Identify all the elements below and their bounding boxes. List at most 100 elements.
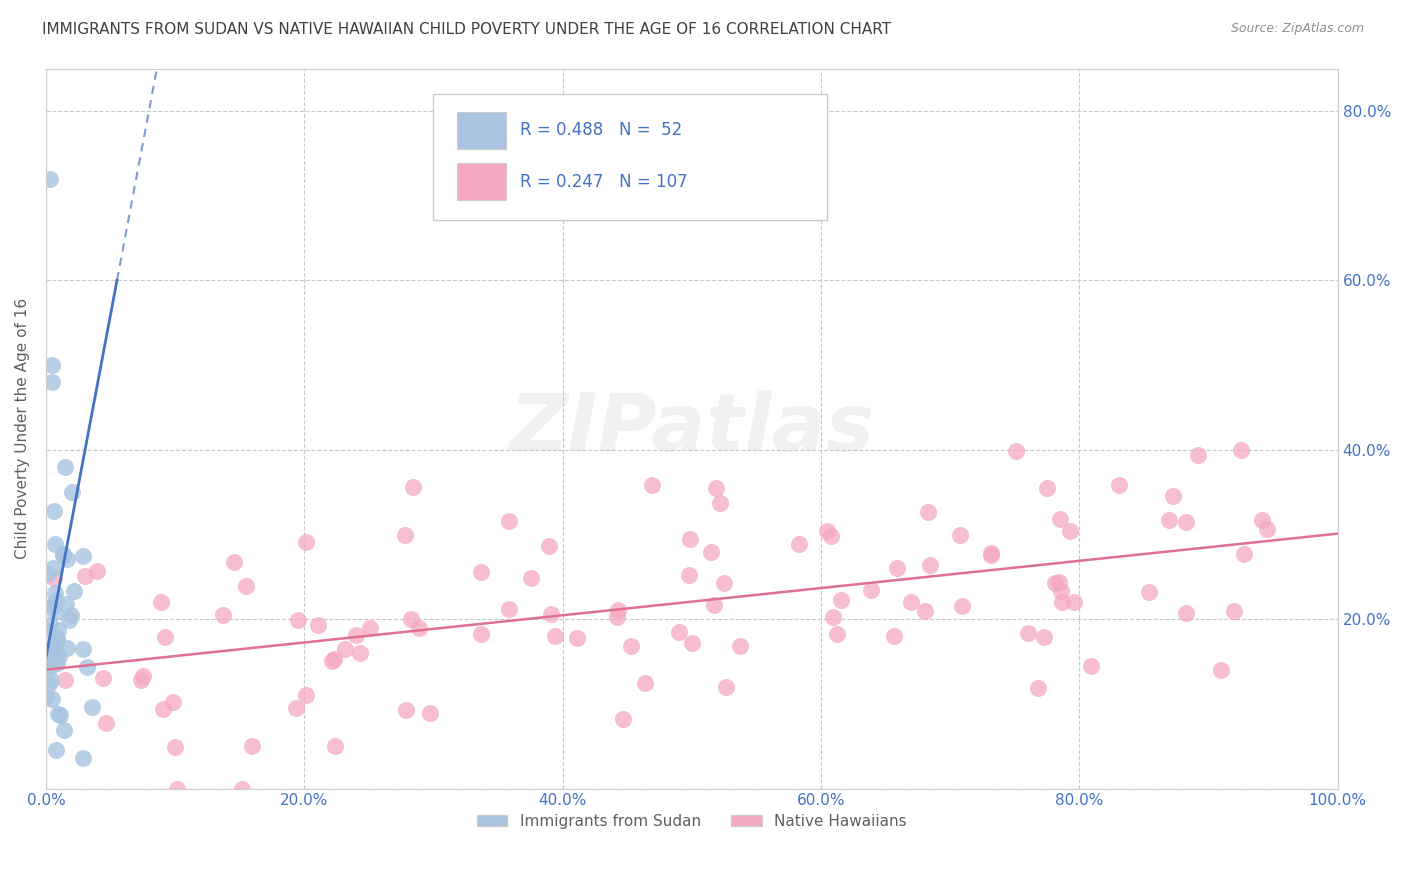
Point (359, 622, 381, 636)
Point (1047, 574, 1070, 589)
Point (1233, 547, 1256, 561)
Point (1059, 524, 1081, 538)
Point (45, 594, 67, 608)
Point (1004, 444, 1026, 458)
Point (1033, 630, 1056, 644)
Point (44, 586, 66, 600)
Point (620, 639, 643, 653)
Point (679, 532, 702, 546)
Point (1049, 512, 1071, 526)
Legend: Immigrants from Sudan, Native Hawaiians: Immigrants from Sudan, Native Hawaiians (471, 807, 912, 835)
Point (52, 547, 75, 561)
Point (1049, 584, 1071, 599)
Point (44, 605, 66, 619)
Point (830, 592, 852, 607)
Text: R = 0.247   N = 107: R = 0.247 N = 107 (520, 172, 688, 191)
Point (166, 781, 188, 796)
Point (35, 690, 58, 705)
Point (53, 673, 76, 688)
Point (1050, 595, 1073, 609)
Point (980, 546, 1002, 560)
Point (165, 739, 187, 754)
Point (1174, 606, 1197, 620)
Point (41, 692, 63, 706)
Point (470, 565, 492, 579)
Point (46, 707, 69, 722)
Point (1174, 515, 1197, 529)
Point (344, 628, 367, 642)
Point (1080, 659, 1102, 673)
Point (859, 582, 882, 597)
Point (394, 527, 416, 541)
Point (713, 576, 735, 591)
Point (46, 631, 69, 645)
Point (44, 655, 66, 669)
Point (94, 716, 117, 731)
Point (42, 598, 65, 612)
Point (222, 555, 245, 569)
Point (39, 659, 62, 673)
Point (716, 680, 738, 694)
Point (540, 607, 562, 621)
Point (285, 701, 308, 715)
Point (612, 712, 634, 726)
Point (1063, 594, 1085, 608)
Point (787, 537, 810, 551)
Point (63, 584, 86, 599)
Point (883, 630, 905, 644)
Point (321, 654, 343, 668)
Point (60, 485, 83, 500)
Point (681, 636, 703, 650)
Point (825, 627, 848, 641)
Point (56, 552, 79, 566)
Point (823, 610, 845, 624)
Point (91, 671, 114, 685)
Point (668, 625, 690, 640)
FancyBboxPatch shape (433, 94, 827, 219)
Point (294, 534, 316, 549)
Point (86, 565, 108, 579)
Point (49, 708, 72, 723)
Point (606, 609, 628, 624)
Point (1045, 576, 1067, 591)
Point (1108, 478, 1130, 492)
Point (900, 595, 922, 609)
Point (1026, 681, 1049, 696)
Point (498, 602, 520, 616)
Point (537, 540, 560, 554)
Point (52, 723, 75, 737)
Point (820, 529, 842, 543)
Point (949, 527, 972, 541)
Point (48, 649, 70, 664)
Point (950, 599, 973, 613)
Point (240, 739, 263, 754)
Point (72, 750, 94, 764)
Point (39, 673, 62, 687)
Point (703, 598, 725, 612)
Point (641, 477, 664, 491)
Point (607, 603, 630, 617)
Point (45, 650, 67, 665)
Point (323, 652, 346, 666)
Y-axis label: Child Poverty Under the Age of 16: Child Poverty Under the Age of 16 (15, 298, 30, 559)
Point (287, 613, 309, 627)
Point (39, 645, 62, 659)
Point (45, 632, 67, 646)
Point (55, 598, 77, 612)
Point (56, 640, 79, 655)
Point (402, 480, 425, 494)
Point (399, 612, 422, 626)
Point (235, 579, 257, 593)
Point (42, 648, 65, 663)
Point (44, 638, 66, 652)
Point (37, 623, 59, 637)
Point (914, 604, 936, 618)
Point (37, 654, 59, 668)
Point (231, 781, 253, 796)
Point (38, 677, 60, 691)
Point (76, 660, 98, 674)
Point (886, 561, 908, 575)
Point (46, 624, 69, 638)
Point (52, 549, 75, 563)
Point (1187, 448, 1209, 462)
